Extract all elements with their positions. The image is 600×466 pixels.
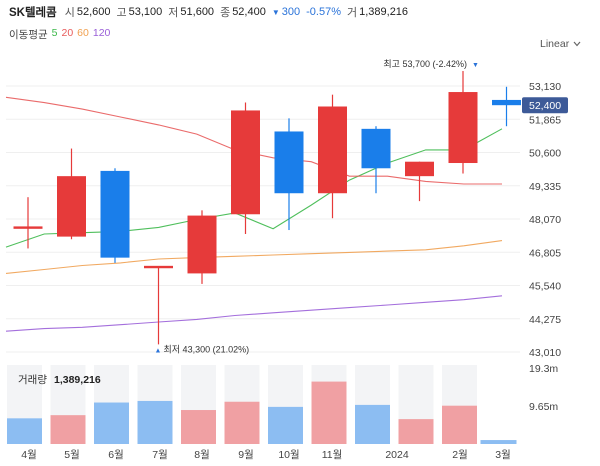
volume-bar[interactable] [181, 410, 216, 444]
change-value: 300 [281, 6, 301, 18]
volume-value: 1,389,216 [359, 6, 409, 18]
moving-average-120-line [5, 295, 503, 332]
ma-period-60: 60 [77, 27, 89, 39]
candle-body[interactable] [144, 265, 173, 269]
x-tick-label: 6월 [108, 449, 124, 461]
x-tick-label: 11월 [322, 449, 343, 461]
volume-title-value: 1,389,216 [54, 374, 101, 386]
low-annotation-arrow-icon: ▲ [155, 347, 162, 354]
candle-body[interactable] [361, 128, 391, 169]
scale-selector[interactable]: Linear [540, 38, 581, 50]
high-label: 고 [116, 7, 127, 19]
close-label: 종 [220, 7, 231, 19]
candle-body[interactable] [274, 131, 304, 194]
stock-name: SK텔레콤 [9, 7, 57, 19]
volume-bar[interactable] [50, 415, 86, 444]
volume-y-tick-label: 9.65m [529, 401, 558, 413]
volume-bar[interactable] [268, 406, 303, 444]
moving-average-legend[interactable]: 이동평균 5 20 60 120 [9, 27, 110, 42]
low-label: 저 [168, 7, 179, 19]
y-tick-label: 51,865 [529, 114, 561, 126]
x-tick-label: 7월 [152, 449, 168, 461]
high-value: 53,100 [128, 6, 163, 18]
volume-bar[interactable] [7, 418, 42, 444]
ma-period-20: 20 [61, 27, 74, 39]
candle-body[interactable] [231, 110, 260, 215]
volume-bar[interactable] [480, 440, 517, 444]
change-percent: -0.57% [306, 6, 341, 18]
volume-bar[interactable] [355, 404, 390, 444]
candle-body[interactable] [318, 106, 347, 194]
candle-body[interactable] [13, 226, 43, 229]
candle-body[interactable] [492, 99, 521, 106]
candle-body[interactable] [100, 170, 130, 258]
moving-average-5-line [5, 128, 503, 248]
candle-body[interactable] [405, 161, 434, 177]
candle-body[interactable] [448, 92, 478, 164]
x-tick-label: 9월 [238, 449, 254, 461]
x-tick-label: 2024 [385, 449, 409, 461]
ma-period-5: 5 [51, 27, 58, 39]
y-tick-label: 49,335 [529, 181, 561, 193]
open-value: 52,600 [76, 6, 111, 18]
y-tick-label: 46,805 [529, 247, 561, 259]
volume-label: 거 [346, 7, 358, 19]
x-tick-label: 8월 [194, 449, 210, 461]
moving-average-label: 이동평균 [9, 29, 48, 41]
high-annotation: 최고 53,700 (-2.42%) [383, 59, 467, 69]
volume-bar[interactable] [442, 405, 477, 444]
low-annotation: 최저 43,300 (21.02%) [164, 344, 250, 354]
x-tick-label: 5월 [64, 449, 80, 461]
ma-period-120: 120 [92, 27, 111, 39]
volume-bar[interactable] [137, 400, 173, 444]
volume-bar[interactable] [311, 381, 347, 444]
low-value: 51,600 [180, 6, 215, 18]
high-annotation-arrow-icon: ▼ [472, 62, 479, 69]
y-tick-label: 43,010 [529, 347, 561, 359]
x-tick-label: 10월 [278, 449, 299, 461]
volume-title: 거래량 [18, 374, 47, 386]
moving-average-60-line [5, 240, 503, 274]
y-tick-label: 50,600 [529, 148, 561, 160]
y-tick-label: 53,130 [529, 81, 561, 93]
x-tick-label: 4월 [21, 449, 37, 461]
volume-y-tick-label: 19.3m [529, 363, 558, 375]
close-value: 52,400 [232, 6, 266, 18]
y-tick-label: 45,540 [529, 281, 561, 293]
candle-body[interactable] [187, 215, 217, 274]
scale-label: Linear [540, 38, 570, 50]
volume-bar[interactable] [398, 419, 434, 444]
stock-header: SK텔레콤 시 52,600 고 53,100 저 51,600 종 52,40… [9, 4, 414, 20]
y-tick-label: 44,275 [529, 314, 561, 326]
volume-bar[interactable] [94, 402, 129, 444]
x-tick-label: 3월 [495, 449, 511, 461]
y-tick-label: 48,070 [529, 214, 561, 226]
current-price-tag [522, 97, 568, 114]
volume-bar[interactable] [224, 401, 260, 444]
chevron-down-icon [573, 38, 581, 50]
down-arrow-icon: ▼ [271, 7, 280, 17]
current-price-label: 52,400 [529, 100, 561, 112]
x-tick-label: 2월 [452, 449, 468, 461]
candle-body[interactable] [57, 176, 86, 237]
open-label: 시 [64, 7, 75, 19]
